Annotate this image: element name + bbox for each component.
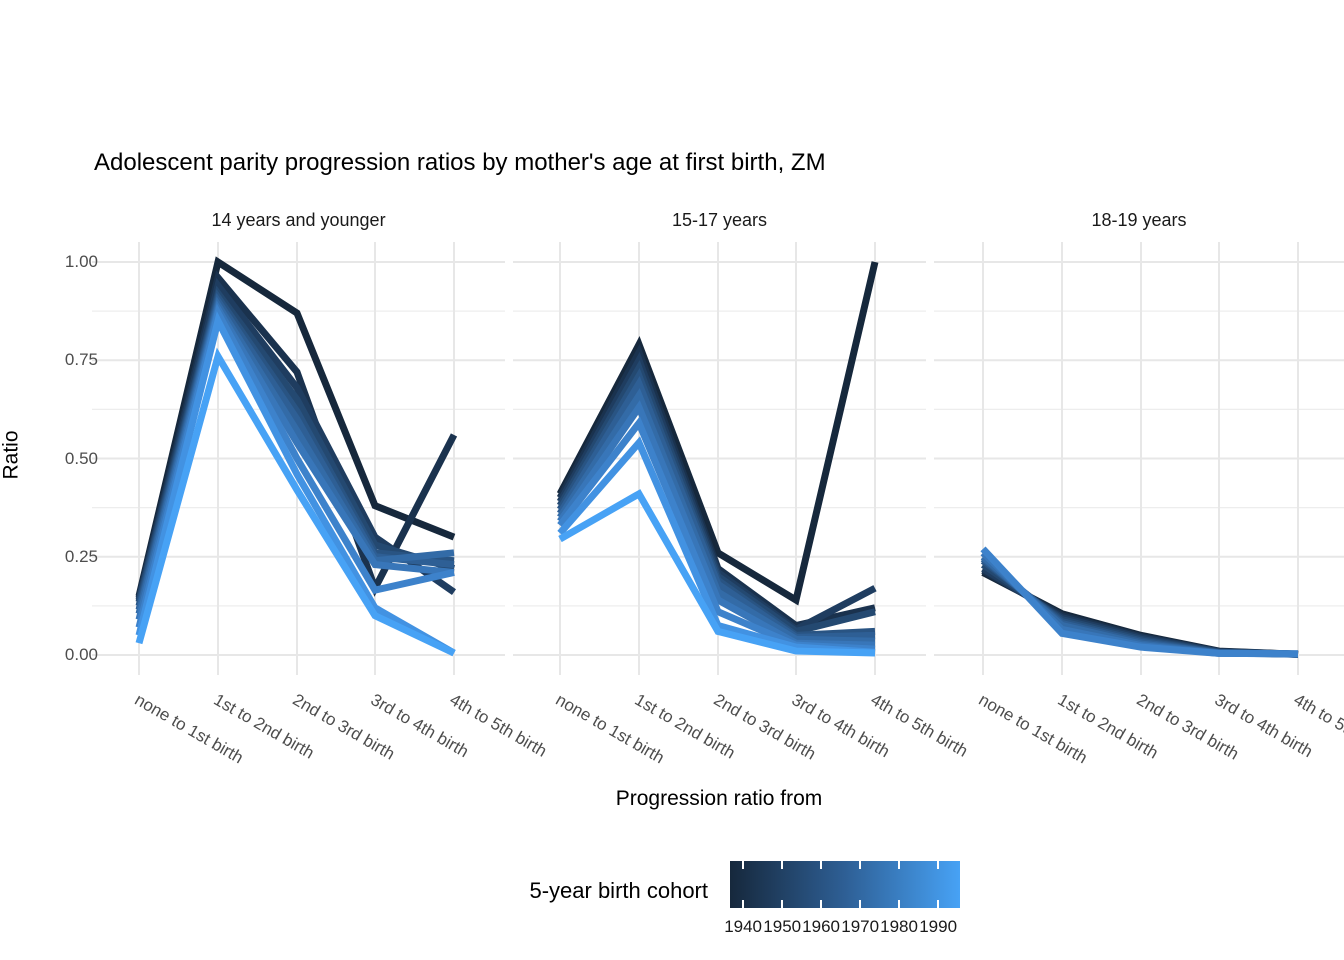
colorbar-tick — [937, 861, 940, 869]
cohort-line-1990 — [558, 489, 876, 657]
colorbar-tick — [898, 900, 901, 908]
legend-tick-label: 1990 — [919, 917, 958, 936]
y-tick-label: 0.00 — [64, 645, 98, 664]
colorbar-tick — [898, 861, 901, 869]
y-tick-label: 0.50 — [64, 448, 98, 468]
facet-strip-label: 14 years and younger — [211, 210, 386, 230]
y-axis-title: Ratio — [0, 430, 23, 480]
y-tick-label: 0.25 — [64, 546, 98, 566]
legend-tick-label: 1970 — [841, 917, 880, 936]
legend-tick-label: 1980 — [880, 917, 918, 936]
colorbar-tick — [820, 861, 823, 869]
facet-plot-area — [92, 242, 505, 675]
y-tick-label: 1.00 — [64, 252, 98, 271]
colorbar-tick — [781, 861, 784, 869]
colorbar-tick — [859, 900, 862, 908]
legend-colorbar — [730, 861, 960, 908]
cohort-line-1980 — [980, 546, 1299, 658]
gridlines — [934, 242, 1344, 675]
facet-strip-label: 18-19 years — [1091, 210, 1187, 230]
colorbar-tick — [859, 861, 862, 869]
legend-tick-label: 1940 — [724, 917, 763, 936]
colorbar-tick — [937, 900, 940, 908]
facet-plot-area — [934, 242, 1344, 675]
x-axis-title: Progression ratio from — [615, 787, 823, 810]
facet-panel — [934, 242, 1344, 675]
cohort-line-1990 — [135, 347, 456, 657]
cohort-line-1985 — [135, 311, 456, 657]
colorbar-tick — [781, 900, 784, 908]
legend-tick-label: 1950 — [763, 917, 802, 936]
facet-strip-label: 15-17 years — [671, 210, 768, 230]
chart-title: Adolescent parity progression ratios by … — [94, 149, 826, 176]
legend-title: 5-year birth cohort — [529, 878, 708, 903]
colorbar-tick — [820, 900, 823, 908]
legend-tick-label: 1960 — [802, 917, 840, 936]
colorbar-tick — [742, 861, 745, 869]
facet-panel — [513, 242, 926, 675]
y-tick-label: 0.75 — [64, 350, 98, 370]
colorbar-tick — [742, 900, 745, 908]
facet-plot-area — [513, 242, 926, 675]
facet-panel — [92, 242, 505, 675]
